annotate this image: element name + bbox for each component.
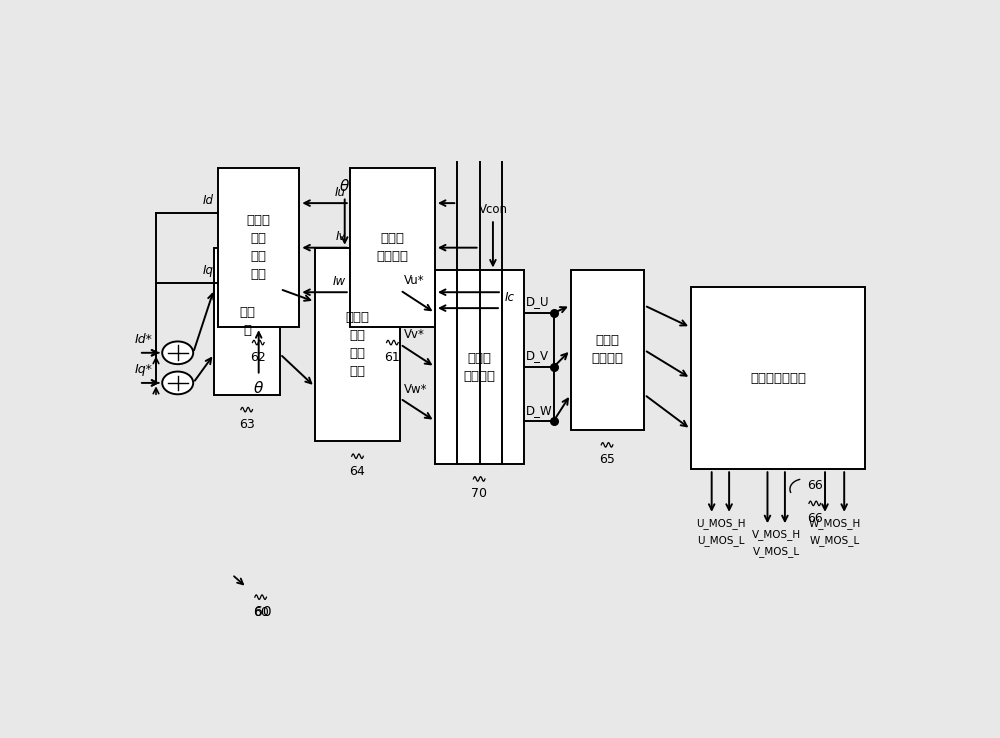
Text: 控制
器: 控制 器 bbox=[239, 306, 255, 337]
Text: Ic: Ic bbox=[505, 292, 515, 304]
Text: 65: 65 bbox=[599, 453, 615, 466]
Text: Vv*: Vv* bbox=[404, 328, 425, 342]
Text: U_MOS_H: U_MOS_H bbox=[696, 517, 745, 528]
Text: 占空比
更新单元: 占空比 更新单元 bbox=[591, 334, 623, 365]
Text: 两相至
三相
转换
单元: 两相至 三相 转换 单元 bbox=[346, 311, 370, 378]
Text: V_MOS_L: V_MOS_L bbox=[753, 546, 800, 557]
Text: Iv: Iv bbox=[335, 230, 346, 243]
Text: 三相至
两相
转换
单元: 三相至 两相 转换 单元 bbox=[247, 214, 271, 281]
FancyBboxPatch shape bbox=[571, 270, 644, 430]
FancyBboxPatch shape bbox=[214, 248, 280, 396]
Text: 占空比
变换单元: 占空比 变换单元 bbox=[464, 351, 496, 382]
Text: 60: 60 bbox=[254, 604, 272, 618]
Text: 66: 66 bbox=[807, 479, 823, 492]
Text: Vu*: Vu* bbox=[404, 275, 425, 287]
Text: W_MOS_H: W_MOS_H bbox=[808, 517, 861, 528]
Text: U_MOS_L: U_MOS_L bbox=[697, 534, 744, 545]
Text: 63: 63 bbox=[239, 418, 255, 431]
Text: 三角波比较单元: 三角波比较单元 bbox=[750, 372, 806, 385]
Text: Vw*: Vw* bbox=[404, 382, 428, 396]
Text: 62: 62 bbox=[250, 351, 266, 364]
Text: Id: Id bbox=[203, 194, 214, 207]
Text: Iq: Iq bbox=[203, 264, 214, 277]
Text: 相电流
计算单元: 相电流 计算单元 bbox=[376, 232, 408, 263]
Text: $\theta$: $\theta$ bbox=[253, 379, 264, 396]
FancyBboxPatch shape bbox=[350, 168, 435, 327]
Text: D_W: D_W bbox=[526, 404, 552, 416]
Text: 64: 64 bbox=[350, 465, 365, 477]
Text: 60: 60 bbox=[253, 606, 269, 618]
Text: Iw: Iw bbox=[333, 275, 346, 288]
Circle shape bbox=[162, 342, 193, 364]
Text: D_U: D_U bbox=[526, 295, 549, 308]
FancyBboxPatch shape bbox=[691, 287, 865, 469]
Text: Vcon: Vcon bbox=[478, 204, 507, 216]
Text: Iu: Iu bbox=[335, 185, 346, 199]
Text: 70: 70 bbox=[471, 488, 487, 500]
FancyBboxPatch shape bbox=[435, 270, 524, 463]
Text: $\theta$: $\theta$ bbox=[339, 178, 350, 193]
Text: D_V: D_V bbox=[526, 350, 549, 362]
Text: Iq*: Iq* bbox=[134, 363, 152, 376]
Text: 66: 66 bbox=[807, 512, 823, 525]
Text: V_MOS_H: V_MOS_H bbox=[752, 529, 801, 540]
Text: 61: 61 bbox=[384, 351, 400, 364]
Circle shape bbox=[162, 371, 193, 394]
Text: W_MOS_L: W_MOS_L bbox=[809, 534, 860, 545]
FancyBboxPatch shape bbox=[315, 248, 400, 441]
FancyBboxPatch shape bbox=[218, 168, 299, 327]
Text: Id*: Id* bbox=[134, 333, 152, 346]
